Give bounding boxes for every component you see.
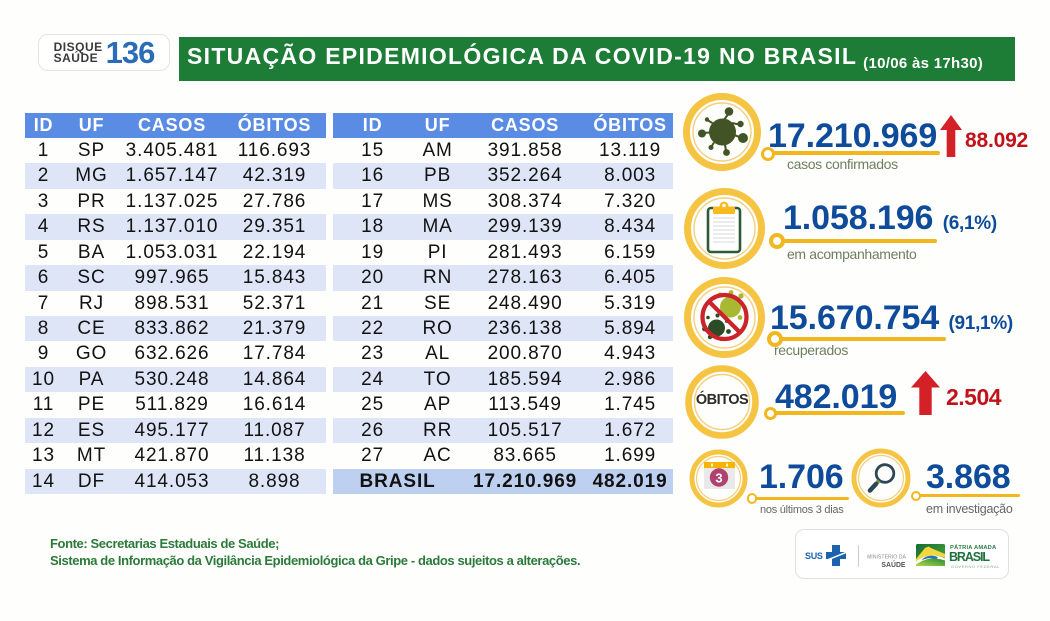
svg-text:3: 3	[715, 471, 722, 486]
